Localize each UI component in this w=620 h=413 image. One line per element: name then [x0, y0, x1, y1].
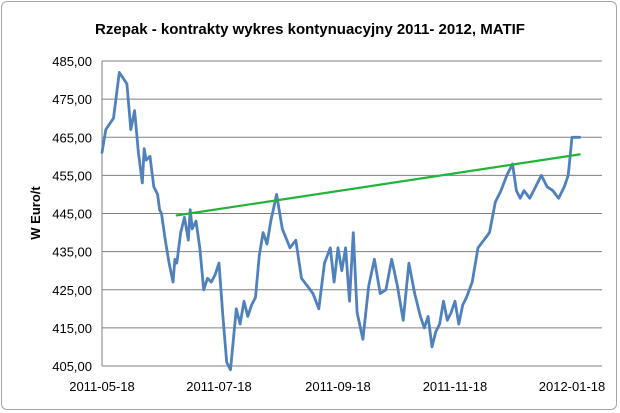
y-tick-label: 425,00: [52, 283, 92, 298]
y-tick-label: 445,00: [52, 207, 92, 222]
chart-title: Rzepak - kontrakty wykres kontynuacyjny …: [95, 21, 525, 38]
axes: 485,00 475,00 465,00 455,00 445,00 435,00 425,…: [52, 54, 605, 394]
price-series-line: [100, 71, 582, 372]
y-tick-label: 475,00: [52, 92, 92, 107]
y-tick-label: 485,00: [52, 54, 92, 69]
series-layer: [100, 71, 582, 372]
x-tick-label: 2011-07-18: [186, 379, 252, 394]
y-tick-label: 415,00: [52, 321, 92, 336]
trend-line: [175, 153, 581, 217]
x-tick-label: 2012-01-18: [539, 379, 606, 394]
y-tick-label: 405,00: [52, 359, 92, 374]
y-tick-label: 455,00: [52, 168, 92, 183]
y-axis-label: W Euro/t: [28, 186, 43, 240]
x-tick-label: 2011-11-18: [423, 379, 488, 394]
y-tick-label: 435,00: [52, 245, 92, 260]
x-tick-label: 2011-05-18: [69, 379, 135, 394]
x-tick-label: 2011-09-18: [305, 379, 371, 394]
gridlines: [102, 60, 602, 367]
y-tick-label: 465,00: [52, 130, 92, 145]
